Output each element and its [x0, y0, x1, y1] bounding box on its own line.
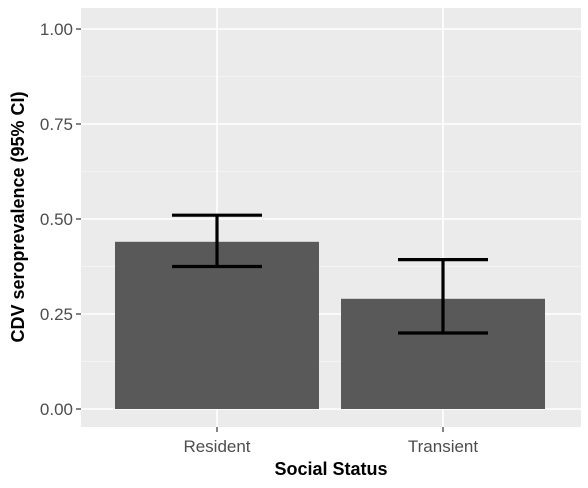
x-tick-label-resident: Resident	[183, 437, 250, 456]
y-tick-label: 0.75	[40, 115, 73, 134]
error-bar-transient	[398, 258, 488, 335]
y-tick-label: 1.00	[40, 20, 73, 39]
error-bars	[172, 213, 488, 335]
x-tick-label-transient: Transient	[408, 437, 479, 456]
y-tick-label: 0.25	[40, 305, 73, 324]
error-bar-resident	[172, 213, 262, 269]
bar-resident	[115, 241, 319, 409]
y-tick-label: 0.50	[40, 210, 73, 229]
y-axis-title: CDV seroprevalence (95% CI)	[8, 91, 28, 342]
x-axis: Resident Transient	[183, 427, 478, 456]
x-axis-title: Social Status	[274, 459, 387, 479]
y-tick-label: 0.00	[40, 400, 73, 419]
y-axis: 0.00 0.25 0.50 0.75 1.00	[40, 20, 81, 419]
